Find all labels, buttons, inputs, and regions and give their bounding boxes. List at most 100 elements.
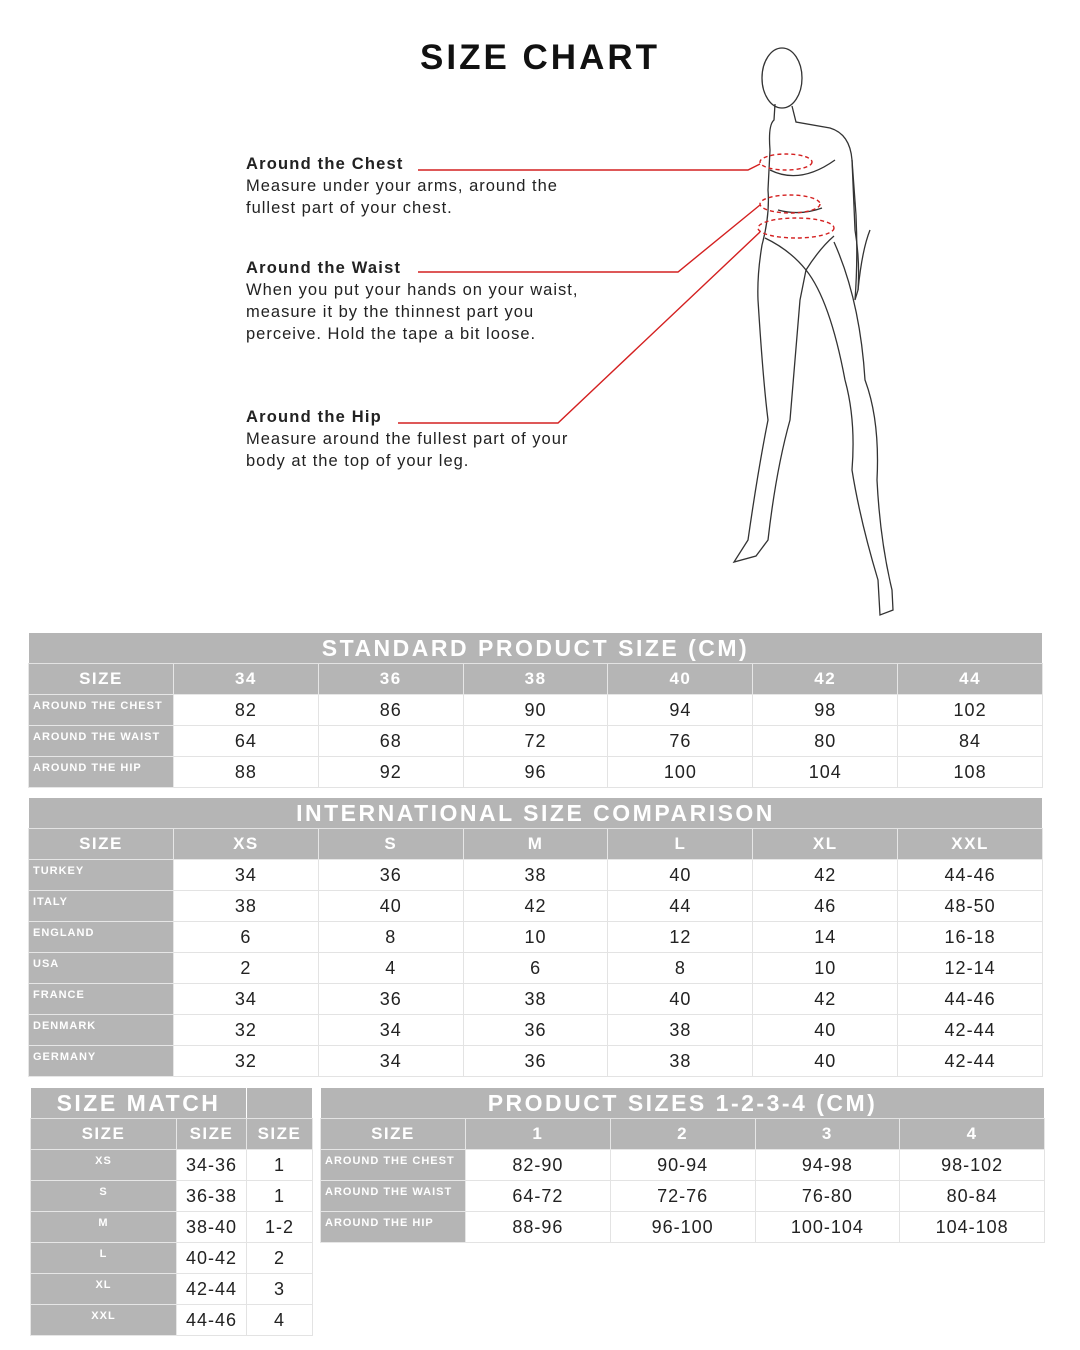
table-cell: 64 — [173, 725, 319, 757]
table-row: AROUND THE CHEST 82 86 90 94 98 102 — [28, 694, 1043, 726]
table-cell: 34-36 — [176, 1149, 247, 1181]
table-cell: 42 — [752, 983, 899, 1015]
table-cell: 38 — [173, 890, 319, 922]
column-header: XL — [752, 828, 899, 860]
column-header: SIZE — [246, 1118, 313, 1150]
row-label: ITALY — [28, 890, 174, 922]
measurement-markers — [398, 153, 835, 424]
table-cell: 40 — [607, 983, 754, 1015]
column-header: SIZE — [28, 663, 174, 695]
row-label: AROUND THE CHEST — [320, 1149, 466, 1181]
table-cell: 42-44 — [897, 1045, 1043, 1077]
row-label: AROUND THE CHEST — [28, 694, 174, 726]
row-label: AROUND THE WAIST — [28, 725, 174, 757]
table-cell: 34 — [173, 983, 319, 1015]
column-header: 44 — [897, 663, 1043, 695]
mannequin-outline — [732, 47, 894, 616]
row-label: M — [30, 1211, 177, 1243]
column-header: 2 — [609, 1118, 756, 1150]
row-label: USA — [28, 952, 174, 984]
table-cell: 36 — [317, 983, 464, 1015]
table-cell: 88-96 — [465, 1211, 611, 1243]
table-cell: 96-100 — [609, 1211, 756, 1243]
row-label: S — [30, 1180, 177, 1212]
table-row: AROUND THE WAIST 64 68 72 76 80 84 — [28, 725, 1043, 757]
table-cell: 10 — [752, 952, 899, 984]
table-cell: 10 — [462, 921, 609, 953]
table-cell: 3 — [246, 1273, 313, 1305]
table-row: XL 42-44 3 — [30, 1273, 313, 1305]
table-cell: 4 — [246, 1304, 313, 1336]
chest-heading: Around the Chest — [246, 155, 404, 173]
table-cell: 16-18 — [897, 921, 1043, 953]
product-sizes-table: PRODUCT SIZES 1-2-3-4 (CM) SIZE 1 2 3 4 AROUND… — [320, 1087, 1045, 1243]
table-cell: 46 — [752, 890, 899, 922]
chest-tape-marker — [759, 153, 813, 171]
hip-leader-line — [398, 231, 761, 424]
table-cell: 68 — [317, 725, 464, 757]
table-cell: 94-98 — [754, 1149, 901, 1181]
column-header: XXL — [897, 828, 1043, 860]
table-row: FRANCE 34 36 38 40 42 44-46 — [28, 983, 1043, 1015]
row-label: XXL — [30, 1304, 177, 1336]
hip-measurement: Around the Hip Measure around the fulles… — [246, 406, 646, 472]
table-row: ENGLAND 6 8 10 12 14 16-18 — [28, 921, 1043, 953]
table-cell: 4 — [317, 952, 464, 984]
table-row: M 38-40 1-2 — [30, 1211, 313, 1243]
table-cell: 12 — [607, 921, 754, 953]
table-row: TURKEY 34 36 38 40 42 44-46 — [28, 859, 1043, 891]
table-cell: 40-42 — [176, 1242, 247, 1274]
table-cell: 104 — [752, 756, 899, 788]
table-title: SIZE MATCH — [30, 1087, 247, 1119]
table-cell: 76 — [607, 725, 754, 757]
waist-text-1: When you put your hands on your waist, — [246, 281, 579, 299]
row-label: AROUND THE HIP — [320, 1211, 466, 1243]
hip-text-2: body at the top of your leg. — [246, 452, 470, 470]
column-header: 40 — [607, 663, 754, 695]
table-cell: 82-90 — [465, 1149, 611, 1181]
table-cell: 100 — [607, 756, 754, 788]
waist-text-3: perceive. Hold the tape a bit loose. — [246, 325, 537, 343]
row-label: TURKEY — [28, 859, 174, 891]
hip-tape-marker — [757, 217, 835, 239]
table-cell: 72 — [462, 725, 609, 757]
table-cell: 108 — [897, 756, 1043, 788]
table-cell: 36 — [462, 1014, 609, 1046]
waist-leader-line — [418, 204, 761, 273]
table-title-row: PRODUCT SIZES 1-2-3-4 (CM) — [320, 1087, 1045, 1119]
row-label: XS — [30, 1149, 177, 1181]
table-cell: 36 — [317, 859, 464, 891]
table-cell: 44-46 — [176, 1304, 247, 1336]
table-cell: 96 — [462, 756, 609, 788]
table-cell: 86 — [317, 694, 464, 726]
table-title-row: SIZE MATCH — [30, 1087, 313, 1119]
table-row: DENMARK 32 34 36 38 40 42-44 — [28, 1014, 1043, 1046]
column-header: 4 — [899, 1118, 1045, 1150]
table-row: AROUND THE HIP 88-96 96-100 100-104 104-108 — [320, 1211, 1045, 1243]
waist-tape-marker — [759, 194, 821, 214]
table-title: INTERNATIONAL SIZE COMPARISON — [28, 797, 1043, 829]
column-header: 1 — [465, 1118, 611, 1150]
column-header: S — [317, 828, 464, 860]
table-row: AROUND THE HIP 88 92 96 100 104 108 — [28, 756, 1043, 788]
row-label: FRANCE — [28, 983, 174, 1015]
table-cell: 38 — [462, 859, 609, 891]
table-cell: 104-108 — [899, 1211, 1045, 1243]
column-header: 42 — [752, 663, 899, 695]
table-cell: 40 — [317, 890, 464, 922]
table-cell: 38 — [607, 1045, 754, 1077]
table-cell: 98-102 — [899, 1149, 1045, 1181]
waist-text-2: measure it by the thinnest part you — [246, 303, 535, 321]
waist-measurement: Around the Waist When you put your hands… — [246, 257, 646, 345]
table-cell: 80 — [752, 725, 899, 757]
table-cell: 90 — [462, 694, 609, 726]
table-header-row: SIZE SIZE SIZE — [30, 1118, 313, 1150]
table-cell: 36 — [462, 1045, 609, 1077]
column-header: SIZE — [176, 1118, 247, 1150]
row-label: AROUND THE WAIST — [320, 1180, 466, 1212]
table-row: AROUND THE WAIST 64-72 72-76 76-80 80-84 — [320, 1180, 1045, 1212]
table-cell: 98 — [752, 694, 899, 726]
table-row: S 36-38 1 — [30, 1180, 313, 1212]
column-header: L — [607, 828, 754, 860]
row-label: XL — [30, 1273, 177, 1305]
